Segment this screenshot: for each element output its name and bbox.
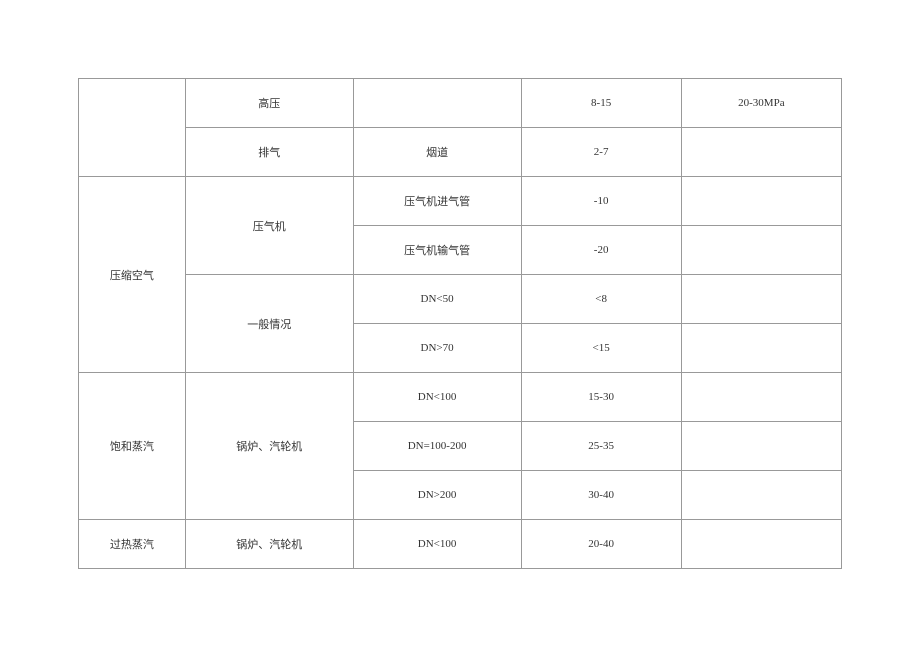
table-row: 一般情况 DN<50 <8 [79,275,842,324]
cell: <8 [521,275,681,324]
cell: DN>70 [353,324,521,373]
cell [681,471,841,520]
cell: 烟道 [353,128,521,177]
cell: 过热蒸汽 [79,520,186,569]
cell: 一般情况 [185,275,353,373]
cell [681,226,841,275]
page-container: 高压 8-15 20-30MPa 排气 烟道 2-7 压缩空气 压气机 压气机进… [0,0,920,651]
table-row: 压缩空气 压气机 压气机进气管 -10 [79,177,842,226]
cell: -10 [521,177,681,226]
cell: 高压 [185,79,353,128]
cell: 8-15 [521,79,681,128]
cell: -20 [521,226,681,275]
cell: 20-30MPa [681,79,841,128]
cell [353,79,521,128]
table-row: 排气 烟道 2-7 [79,128,842,177]
cell: DN>200 [353,471,521,520]
table-row: 高压 8-15 20-30MPa [79,79,842,128]
table-row: 饱和蒸汽 锅炉、汽轮机 DN<100 15-30 [79,373,842,422]
cell: DN<100 [353,373,521,422]
cell: 饱和蒸汽 [79,373,186,520]
cell: DN<100 [353,520,521,569]
cell: 25-35 [521,422,681,471]
cell: DN=100-200 [353,422,521,471]
cell: <15 [521,324,681,373]
data-table: 高压 8-15 20-30MPa 排气 烟道 2-7 压缩空气 压气机 压气机进… [78,78,842,569]
cell: 压气机 [185,177,353,275]
cell: 压缩空气 [79,177,186,373]
cell [681,177,841,226]
cell: 压气机进气管 [353,177,521,226]
cell: 排气 [185,128,353,177]
cell [681,373,841,422]
cell [681,128,841,177]
cell [681,422,841,471]
cell [681,324,841,373]
cell: 压气机输气管 [353,226,521,275]
table-row: 过热蒸汽 锅炉、汽轮机 DN<100 20-40 [79,520,842,569]
cell: 15-30 [521,373,681,422]
cell: 30-40 [521,471,681,520]
cell [79,79,186,177]
cell: 20-40 [521,520,681,569]
cell [681,520,841,569]
cell: 2-7 [521,128,681,177]
cell: 锅炉、汽轮机 [185,520,353,569]
cell: DN<50 [353,275,521,324]
cell: 锅炉、汽轮机 [185,373,353,520]
cell [681,275,841,324]
